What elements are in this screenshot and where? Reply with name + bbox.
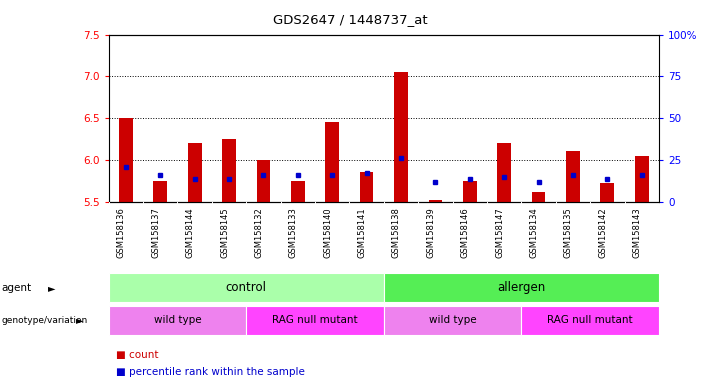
Bar (601, 183, 614, 202)
Text: GSM158142: GSM158142 (599, 207, 607, 258)
Text: GSM158137: GSM158137 (151, 207, 161, 258)
Text: GSM158139: GSM158139 (426, 207, 435, 258)
Bar (257, 160, 271, 202)
Text: GSM158146: GSM158146 (461, 207, 470, 258)
Bar (119, 118, 132, 202)
Bar (428, 200, 442, 202)
Text: control: control (226, 281, 266, 294)
Text: ■ count: ■ count (116, 350, 158, 360)
Text: GSM158147: GSM158147 (495, 207, 504, 258)
Text: GSM158140: GSM158140 (323, 207, 332, 258)
Text: ►: ► (48, 283, 55, 293)
Text: agent: agent (1, 283, 32, 293)
Bar (384, 306, 522, 335)
Text: GSM158143: GSM158143 (633, 207, 641, 258)
Text: GSM158133: GSM158133 (289, 207, 298, 258)
Text: GSM158141: GSM158141 (358, 207, 367, 258)
Bar (291, 181, 305, 202)
Bar (531, 192, 545, 202)
Text: allergen: allergen (497, 281, 545, 294)
Bar (109, 273, 384, 302)
Text: GSM158136: GSM158136 (117, 207, 126, 258)
Bar (246, 306, 384, 335)
Text: GSM158135: GSM158135 (564, 207, 573, 258)
Bar (360, 172, 374, 202)
Bar (109, 306, 246, 335)
Text: GSM158132: GSM158132 (254, 207, 264, 258)
Text: GSM158144: GSM158144 (186, 207, 195, 258)
Text: RAG null mutant: RAG null mutant (547, 315, 633, 325)
Bar (522, 306, 659, 335)
Bar (325, 122, 339, 202)
Text: ■ percentile rank within the sample: ■ percentile rank within the sample (116, 367, 304, 377)
Bar (566, 152, 580, 202)
Bar (188, 143, 201, 202)
Text: ►: ► (76, 315, 83, 325)
Bar (497, 143, 511, 202)
Bar (635, 156, 648, 202)
Text: GSM158138: GSM158138 (392, 207, 401, 258)
Bar (154, 181, 167, 202)
Text: wild type: wild type (154, 315, 201, 325)
Text: GSM158134: GSM158134 (529, 207, 538, 258)
Text: RAG null mutant: RAG null mutant (272, 315, 358, 325)
Bar (463, 181, 477, 202)
Bar (394, 72, 408, 202)
Text: genotype/variation: genotype/variation (1, 316, 88, 325)
Text: GDS2647 / 1448737_at: GDS2647 / 1448737_at (273, 13, 428, 26)
Bar (222, 139, 236, 202)
Text: GSM158145: GSM158145 (220, 207, 229, 258)
Bar (384, 273, 659, 302)
Text: wild type: wild type (429, 315, 477, 325)
